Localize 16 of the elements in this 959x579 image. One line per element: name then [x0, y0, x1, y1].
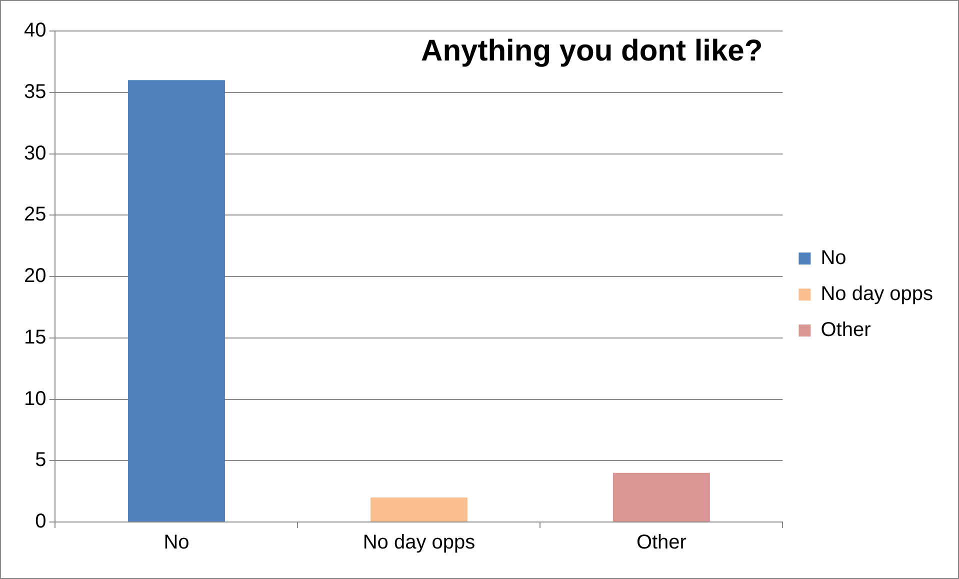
x-tick-label: No day opps	[362, 532, 476, 554]
legend-label: No	[820, 247, 846, 270]
y-tick-label: 35	[24, 80, 46, 103]
legend-label: Other	[820, 319, 872, 342]
x-tick-label: Other	[636, 532, 687, 554]
y-tick-label: 40	[24, 20, 46, 42]
chart-title: Anything you dont like?	[421, 34, 763, 68]
y-tick-label: 5	[35, 449, 46, 472]
y-tick-label: 20	[24, 265, 46, 288]
y-tick-label: 25	[24, 204, 46, 226]
y-tick-label: 0	[35, 510, 46, 533]
legend-label: No day opps	[820, 283, 933, 306]
y-tick-label: 30	[24, 142, 46, 164]
y-tick-label: 15	[24, 326, 46, 348]
x-tick-label: No	[164, 532, 190, 554]
y-tick-label: 10	[24, 388, 46, 410]
